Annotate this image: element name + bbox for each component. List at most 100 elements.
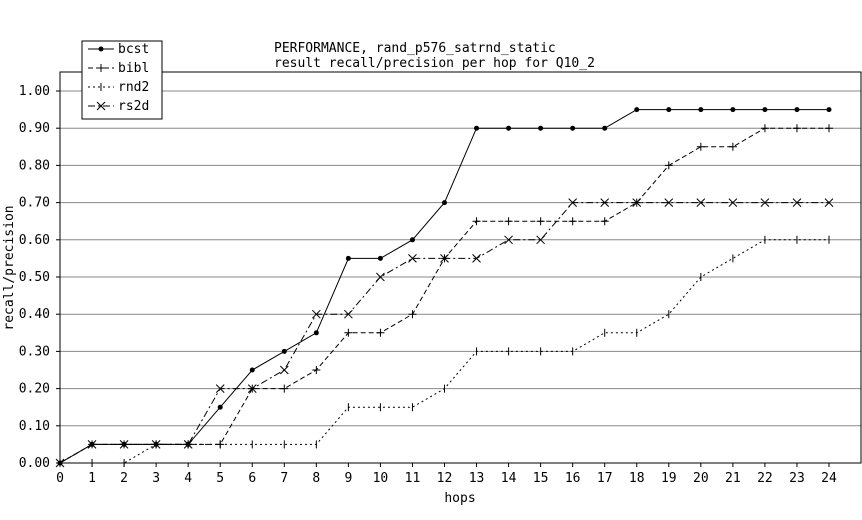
data-point-bcst <box>217 404 223 410</box>
data-point-bibl <box>760 124 769 133</box>
data-point-bcst <box>506 125 512 131</box>
data-point-rs2d <box>183 440 193 449</box>
data-point-bibl <box>696 142 705 151</box>
x-tick-label: 19 <box>661 471 677 486</box>
data-point-bcst <box>377 255 383 261</box>
data-point-bcst <box>570 125 576 131</box>
data-point-bibl <box>472 217 481 226</box>
legend-label-rs2d: rs2d <box>118 99 149 114</box>
x-tick-label: 3 <box>152 471 160 486</box>
y-tick-label: 0.30 <box>19 344 50 359</box>
data-point-bibl <box>312 366 321 374</box>
data-point-bibl <box>792 124 801 133</box>
grid-lines <box>60 90 861 464</box>
x-tick-label: 22 <box>757 471 773 486</box>
chart-title: PERFORMANCE, rand_p576_satrnd_static <box>274 41 556 56</box>
series-bibl <box>56 124 833 467</box>
x-tick-label: 18 <box>629 471 645 486</box>
data-point-rs2d <box>568 198 578 207</box>
x-tick-label: 17 <box>597 471 613 486</box>
data-point-rs2d <box>247 384 257 393</box>
y-tick-label: 0.00 <box>19 456 50 471</box>
data-point-rs2d <box>632 198 642 207</box>
data-point-rs2d <box>600 198 610 207</box>
y-tick-label: 0.50 <box>19 270 50 285</box>
data-point-bcst <box>730 107 736 113</box>
data-point-bcst <box>249 367 255 373</box>
series-rnd2 <box>59 235 830 467</box>
data-point-bcst <box>698 107 704 113</box>
data-point-rs2d <box>279 365 289 375</box>
data-point-rs2d <box>824 198 834 207</box>
data-point-bcst <box>826 107 832 113</box>
y-tick-label: 1.00 <box>19 84 50 99</box>
x-tick-label: 8 <box>312 471 320 486</box>
x-tick-label: 10 <box>373 471 389 486</box>
data-point-rs2d <box>760 198 770 207</box>
data-point-bcst <box>313 330 319 336</box>
data-point-rs2d <box>55 458 65 468</box>
x-tick-label: 6 <box>248 471 256 486</box>
data-point-bcst <box>602 125 608 131</box>
legend: bcst bibl rnd2 rs2d <box>81 40 163 120</box>
data-point-bcst <box>409 237 415 243</box>
data-point-rs2d <box>728 198 738 207</box>
data-point-rs2d <box>440 254 449 263</box>
data-point-bibl <box>408 310 417 319</box>
series-line-bibl <box>59 127 829 464</box>
data-point-rs2d <box>696 198 706 207</box>
legend-marker-rs2d <box>96 101 106 111</box>
data-point-rs2d <box>344 309 353 319</box>
series-rs2d <box>55 198 834 468</box>
x-tick-label: 4 <box>184 471 192 486</box>
legend-marker-bcst <box>98 46 104 52</box>
data-point-rs2d <box>792 198 802 207</box>
x-tick-label: 2 <box>120 471 128 486</box>
data-point-bcst <box>345 255 351 261</box>
y-tick-label: 0.70 <box>19 196 50 211</box>
x-tick-label: 13 <box>469 471 485 486</box>
data-point-rs2d <box>119 440 129 449</box>
data-point-bcst <box>538 125 544 131</box>
x-axis-label: hops <box>444 491 475 506</box>
data-point-rs2d <box>215 384 225 393</box>
legend-label-rnd2: rnd2 <box>118 80 149 95</box>
data-point-bibl <box>344 328 353 337</box>
data-point-bcst <box>794 107 800 113</box>
y-tick-label: 0.80 <box>19 158 50 173</box>
data-point-bcst <box>666 107 672 113</box>
series-bcst <box>57 107 832 466</box>
y-tick-label: 0.90 <box>19 121 50 136</box>
y-axis-label: recall/precision <box>2 205 17 330</box>
data-point-bcst <box>442 200 447 206</box>
data-point-bibl <box>600 217 609 226</box>
data-point-bibl <box>825 124 833 133</box>
series-layer <box>55 107 834 468</box>
data-point-bcst <box>634 107 640 113</box>
x-tick-label: 21 <box>725 471 741 486</box>
legend-label-bibl: bibl <box>118 61 149 76</box>
data-point-bcst <box>762 107 768 113</box>
x-tick-label: 16 <box>565 471 581 486</box>
data-point-rs2d <box>504 235 513 245</box>
series-line-bcst <box>59 109 829 464</box>
data-point-bibl <box>376 328 385 337</box>
series-line-rs2d <box>59 202 829 464</box>
chart-subtitle: result recall/precision per hop for Q10_… <box>274 56 595 71</box>
data-point-rs2d <box>87 440 97 449</box>
data-point-bibl <box>280 384 289 393</box>
x-tick-label: 15 <box>533 471 549 486</box>
x-tick-label: 9 <box>344 471 352 486</box>
x-tick-label: 7 <box>280 471 288 486</box>
data-point-rs2d <box>408 254 417 263</box>
data-point-bcst <box>474 125 480 131</box>
data-point-bibl <box>664 161 673 170</box>
plot-frame <box>59 71 862 464</box>
x-tick-label: 1 <box>88 471 96 486</box>
x-tick-label: 11 <box>405 471 421 486</box>
x-tick-label: 12 <box>437 471 453 486</box>
x-tick-label: 0 <box>56 471 64 486</box>
y-tick-label: 0.60 <box>19 233 50 248</box>
x-tick-label: 14 <box>501 471 517 486</box>
